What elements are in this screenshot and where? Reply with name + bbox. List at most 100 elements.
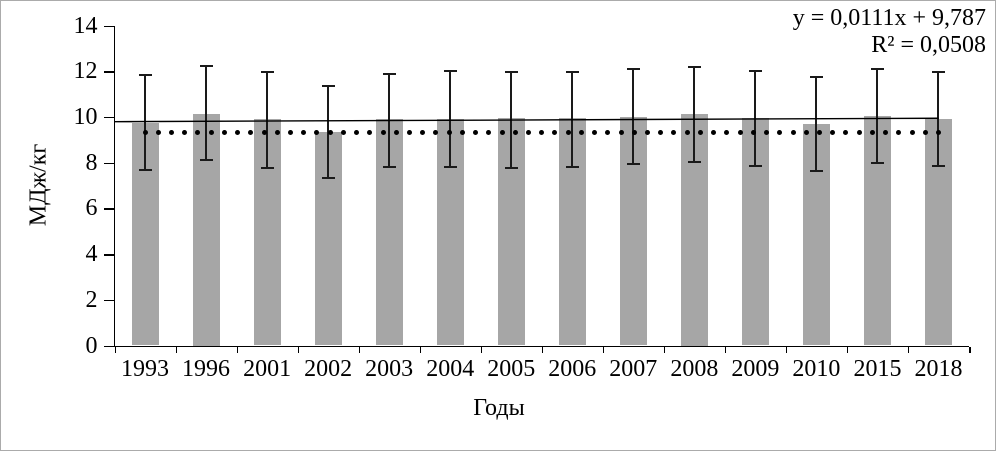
reference-line-dot bbox=[843, 130, 849, 136]
reference-line-dot bbox=[605, 130, 611, 136]
reference-line-dot bbox=[711, 130, 717, 136]
trendline-equation-text: y = 0,0111x + 9,787 bbox=[792, 5, 986, 31]
error-bar-cap-top bbox=[138, 73, 152, 76]
reference-line-dot bbox=[354, 130, 360, 136]
reference-line-dot bbox=[935, 130, 941, 136]
y-axis-tick bbox=[103, 208, 114, 210]
error-bar-line bbox=[693, 66, 696, 162]
reference-line-dot bbox=[684, 130, 690, 136]
reference-line-dot bbox=[565, 130, 571, 136]
reference-line-dot bbox=[314, 130, 320, 136]
x-axis-tick bbox=[114, 347, 116, 353]
x-axis-tick bbox=[175, 347, 178, 353]
reference-line-dot bbox=[182, 130, 188, 136]
reference-line-dot bbox=[658, 130, 664, 136]
x-axis-tick bbox=[907, 347, 910, 353]
reference-line-dot bbox=[869, 130, 875, 136]
reference-line-dot bbox=[552, 130, 558, 136]
error-bar-line bbox=[266, 72, 269, 169]
reference-line-dot bbox=[750, 130, 756, 136]
error-bar-cap-bottom bbox=[748, 165, 762, 168]
error-bar-line bbox=[205, 65, 208, 161]
error-bar-cap-bottom bbox=[626, 162, 640, 165]
error-bar-line bbox=[754, 71, 757, 167]
error-bar-cap-top bbox=[565, 71, 579, 74]
error-bar-line bbox=[815, 76, 818, 171]
error-bar-cap-top bbox=[199, 64, 213, 67]
error-bar-cap-top bbox=[626, 67, 640, 70]
x-tick-label: 2018 bbox=[914, 355, 963, 382]
reference-line-dot bbox=[486, 130, 492, 136]
y-tick-label: 8 bbox=[85, 149, 98, 176]
error-bar-line bbox=[632, 68, 635, 164]
reference-line-dot bbox=[301, 130, 307, 136]
y-axis-tick bbox=[103, 345, 114, 347]
x-axis-tick bbox=[480, 347, 483, 353]
error-bar-line bbox=[449, 71, 452, 168]
reference-line-dot bbox=[433, 130, 439, 136]
reference-line-dot bbox=[539, 130, 545, 136]
x-tick-label: 1993 bbox=[121, 355, 170, 382]
error-bar-line bbox=[571, 72, 574, 168]
x-tick-label: 2004 bbox=[426, 355, 475, 382]
reference-line-dot bbox=[155, 130, 161, 136]
reference-line-dot bbox=[816, 130, 822, 136]
reference-line-dot bbox=[327, 130, 333, 136]
x-axis-tick bbox=[785, 347, 788, 353]
reference-line-dot bbox=[393, 130, 399, 136]
reference-line-dot bbox=[883, 130, 889, 136]
y-axis-tick bbox=[103, 25, 114, 27]
reference-line-dot bbox=[274, 130, 280, 136]
error-bar-cap-top bbox=[687, 65, 701, 68]
reference-line-dot bbox=[459, 130, 465, 136]
reference-line-dot bbox=[764, 130, 770, 136]
x-tick-label: 1996 bbox=[182, 355, 231, 382]
x-axis-title: Годы bbox=[473, 395, 525, 421]
error-bar-cap-bottom bbox=[931, 165, 945, 168]
x-axis-tick bbox=[724, 347, 727, 353]
error-bar-cap-top bbox=[321, 85, 335, 88]
x-tick-label: 2015 bbox=[853, 355, 902, 382]
error-bar-cap-bottom bbox=[565, 166, 579, 169]
y-tick-label: 4 bbox=[85, 241, 98, 268]
x-axis-tick bbox=[663, 347, 666, 353]
reference-line-dot bbox=[168, 130, 174, 136]
x-tick-label: 2002 bbox=[304, 355, 353, 382]
y-axis-tick bbox=[103, 162, 114, 165]
trendline-r2-text: R² = 0,0508 bbox=[871, 32, 986, 58]
reference-line-dot bbox=[407, 130, 412, 136]
x-axis-tick bbox=[541, 347, 544, 353]
reference-line-dot bbox=[671, 130, 677, 136]
reference-line-dot bbox=[420, 130, 426, 136]
reference-line-dot bbox=[803, 130, 809, 136]
error-bar-cap-top bbox=[931, 71, 945, 74]
reference-line-dot bbox=[856, 130, 862, 136]
reference-line-dot bbox=[922, 130, 928, 136]
y-axis-tick bbox=[103, 116, 114, 119]
reference-line-dot bbox=[221, 130, 227, 136]
y-axis-tick bbox=[103, 71, 114, 73]
y-tick-label: 14 bbox=[73, 12, 98, 39]
x-axis-line bbox=[113, 345, 969, 347]
reference-line-dot bbox=[830, 130, 836, 136]
reference-line-dot bbox=[499, 130, 505, 136]
x-tick-label: 2006 bbox=[548, 355, 597, 382]
error-bar-cap-top bbox=[260, 71, 274, 74]
reference-line-dot bbox=[261, 130, 267, 136]
error-bar-line bbox=[937, 72, 940, 167]
x-axis-tick bbox=[846, 347, 849, 353]
y-axis-tick bbox=[103, 299, 114, 302]
reference-line-dot bbox=[737, 130, 743, 136]
y-tick-label: 0 bbox=[85, 332, 98, 359]
x-tick-label: 2005 bbox=[487, 355, 536, 382]
error-bar-cap-top bbox=[382, 72, 396, 75]
trendline-equation: y = 0,0111x + 9,787 R² = 0,0508 bbox=[793, 5, 986, 59]
reference-line-dot bbox=[645, 130, 651, 136]
error-bar-cap-top bbox=[809, 75, 823, 78]
error-bar-cap-bottom bbox=[260, 167, 274, 170]
reference-line-dot bbox=[367, 130, 373, 136]
reference-line-dot bbox=[208, 130, 214, 136]
x-axis-tick bbox=[602, 347, 605, 353]
x-axis-tick bbox=[419, 347, 422, 353]
